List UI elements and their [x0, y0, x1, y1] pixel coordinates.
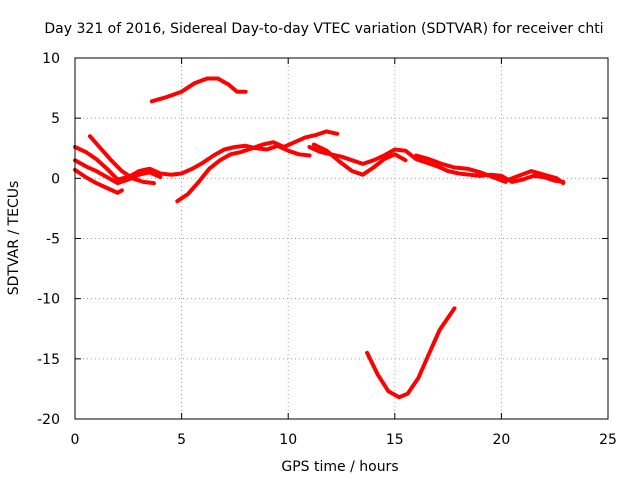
y-tick-label-5: 5	[51, 111, 60, 127]
x-tick-label-5: 5	[177, 432, 186, 448]
chart-title: Day 321 of 2016, Sidereal Day-to-day VTE…	[44, 21, 603, 37]
series-arc-e	[175, 129, 340, 204]
y-tick-label--15: -15	[37, 352, 60, 368]
series-arc-a	[73, 143, 312, 182]
y-tick-label--20: -20	[37, 412, 60, 428]
x-axis-label: GPS time / hours	[281, 459, 398, 475]
series-arc-b	[73, 158, 163, 186]
series-arc-d	[87, 134, 156, 186]
series-arc-c	[73, 167, 124, 195]
series-arc-f	[307, 145, 566, 184]
y-tick-label-0: 0	[51, 171, 60, 187]
plot-frame	[74, 57, 609, 420]
series-arc-i	[503, 169, 566, 186]
y-tick-label--5: -5	[46, 232, 60, 248]
x-tick-label-10: 10	[279, 432, 297, 448]
x-tick-label-15: 15	[386, 432, 404, 448]
x-tick-label-25: 25	[599, 432, 617, 448]
series-layer	[73, 76, 566, 400]
y-tick-label--10: -10	[37, 292, 60, 308]
y-tick-label-10: 10	[42, 51, 60, 67]
series-arc-g	[311, 142, 408, 177]
x-tick-label-20: 20	[492, 432, 510, 448]
series-arc-low	[365, 306, 457, 400]
grid-layer	[75, 58, 608, 419]
x-tick-label-0: 0	[71, 432, 80, 448]
series-arc-h	[414, 153, 508, 184]
series-arc-top	[149, 76, 248, 104]
y-axis-label: SDTVAR / TECUs	[6, 181, 22, 296]
tick-layer: 0 5 10 15 20 25 -20 -15 -10 -5 0 5 10	[37, 51, 617, 448]
